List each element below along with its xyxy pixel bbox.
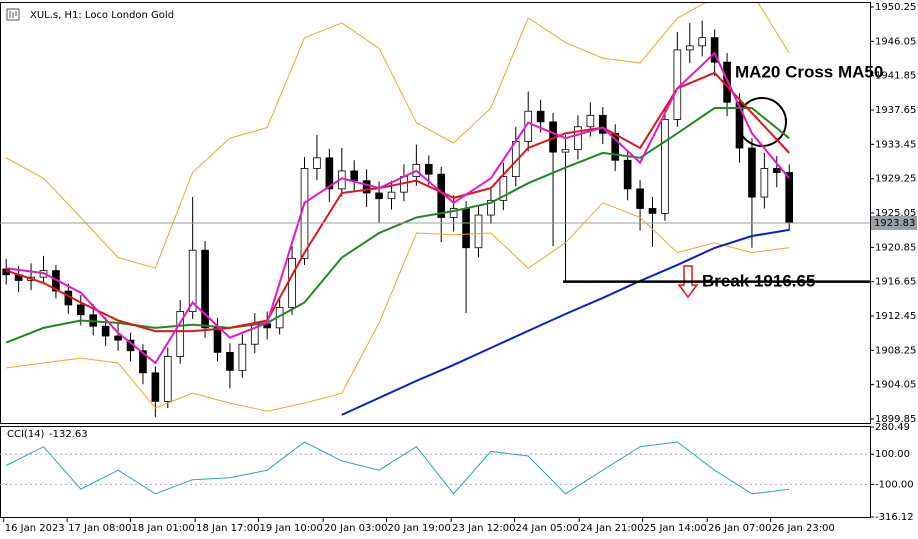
annotation: MA20 Cross MA50 xyxy=(735,62,883,81)
candle-body xyxy=(238,343,247,371)
cci-tick-label: 280.49 xyxy=(875,422,910,433)
x-tick-label: 19 Jan 10:00 xyxy=(260,523,323,534)
x-tick-label: 18 Jan 01:00 xyxy=(132,523,195,534)
x-tick-label: 16 Jan 2023 xyxy=(5,523,65,534)
y-tick-label: 1925.05 xyxy=(875,208,916,219)
y-tick-label: 1933.45 xyxy=(875,139,916,150)
cci-tick-label: -100.00 xyxy=(875,479,914,490)
candle-body xyxy=(424,163,433,175)
y-tick-label: 1937.65 xyxy=(875,105,916,116)
cci-tick-label: -316.12 xyxy=(875,512,914,523)
candle-body xyxy=(636,188,644,209)
candle-body xyxy=(474,214,483,249)
candle-body xyxy=(499,176,508,201)
indicator-line xyxy=(5,3,790,269)
candle-body xyxy=(226,351,234,371)
cci-tick-label: 100.00 xyxy=(875,449,910,460)
candle-body xyxy=(760,168,769,198)
y-tick-label: 1946.05 xyxy=(875,36,916,47)
candle-body xyxy=(561,149,570,153)
candle-body xyxy=(176,311,185,357)
candle-body xyxy=(362,180,371,194)
candle-body xyxy=(462,208,470,249)
main-plot xyxy=(0,3,870,417)
candle-body xyxy=(313,157,321,169)
candle-body xyxy=(76,304,85,316)
candle-body xyxy=(598,114,607,134)
candle-body xyxy=(163,356,172,402)
cci-name: CCI(14) xyxy=(7,429,45,440)
candle-body xyxy=(685,45,694,51)
candle-body xyxy=(710,37,719,63)
x-tick-label: 26 Jan 07:00 xyxy=(708,523,771,534)
x-tick-label: 17 Jan 08:00 xyxy=(68,523,131,534)
x-tick-label: 25 Jan 14:00 xyxy=(644,523,707,534)
cci-panel xyxy=(0,426,871,518)
candle-body xyxy=(151,372,160,402)
candle-body xyxy=(735,101,744,149)
candle-body xyxy=(574,126,582,151)
y-tick-label: 1908.25 xyxy=(875,345,916,356)
candle-body xyxy=(661,119,669,214)
cci-line xyxy=(5,441,790,495)
indicator-line xyxy=(5,71,790,333)
x-tick-label: 20 Jan 19:00 xyxy=(388,523,451,534)
x-tick-label: 24 Jan 05:00 xyxy=(516,523,579,534)
x-tick-label: 26 Jan 23:00 xyxy=(772,523,835,534)
x-tick-label: 24 Jan 21:00 xyxy=(580,523,643,534)
y-tick-label: 1904.05 xyxy=(875,380,916,391)
indicator-line xyxy=(6,51,790,365)
candle-body xyxy=(623,159,632,190)
last-price-label: 1923.83 xyxy=(874,218,915,229)
candle-body xyxy=(673,49,682,120)
y-tick-label: 1929.25 xyxy=(875,174,916,185)
candle-body xyxy=(188,249,197,312)
candle-body xyxy=(213,327,222,353)
candle-body xyxy=(114,335,122,341)
candle-body xyxy=(785,172,794,224)
x-tick-label: 18 Jan 17:00 xyxy=(196,523,259,534)
indicator-line xyxy=(6,202,790,412)
y-tick-label: 1950.25 xyxy=(875,2,916,13)
y-tick-label: 1899.85 xyxy=(875,414,916,425)
y-tick-label: 1916.65 xyxy=(875,277,916,288)
candle-body xyxy=(201,249,209,329)
cci-plot xyxy=(0,441,870,495)
candle-body xyxy=(487,199,495,216)
candle-body xyxy=(536,110,545,123)
cci-value: -132.63 xyxy=(49,429,88,440)
candle-body xyxy=(139,350,147,374)
candle-body xyxy=(437,173,446,218)
candle-body xyxy=(101,325,110,337)
last-price-box xyxy=(871,215,917,230)
candle-body xyxy=(772,168,781,173)
candle-body xyxy=(748,147,756,198)
candle-body xyxy=(350,170,359,182)
y-tick-label: 1912.45 xyxy=(875,311,916,322)
x-tick-label: 20 Jan 03:00 xyxy=(324,523,387,534)
candle-body xyxy=(375,192,383,200)
y-tick-label: 1941.85 xyxy=(875,71,916,82)
candle-body xyxy=(325,157,334,190)
candle-body xyxy=(586,114,595,128)
candle-body xyxy=(387,191,396,200)
candle-body xyxy=(449,208,458,218)
x-tick-label: 23 Jan 12:00 xyxy=(452,523,515,534)
chart-title: XUL.s, H1: Loco London Gold xyxy=(30,10,174,21)
symbol-icon xyxy=(6,8,20,21)
candle-body xyxy=(648,208,657,214)
candle-body xyxy=(698,37,707,47)
y-tick-label: 1920.85 xyxy=(875,242,916,253)
candle-body xyxy=(288,257,296,308)
indicator-line xyxy=(341,228,790,416)
